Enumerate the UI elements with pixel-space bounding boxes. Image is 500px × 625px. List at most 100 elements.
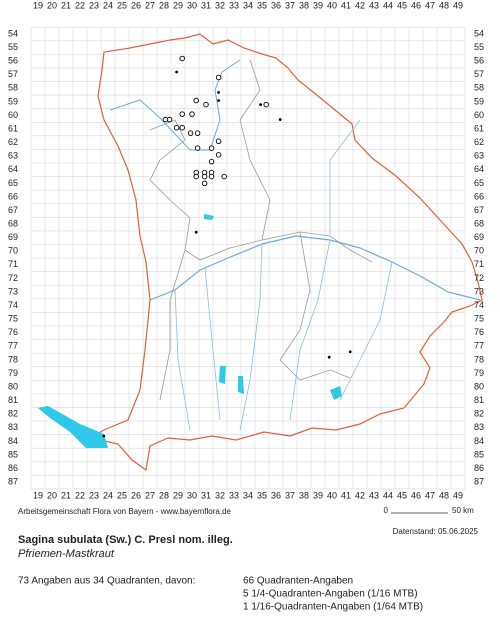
quadrant-record [215,138,222,145]
quadrant-record [208,173,215,180]
scale-end: 50 km [452,506,474,515]
row-label: 81 [8,395,18,405]
sub-quadrant-record [327,355,331,359]
row-label: 57 [8,69,18,79]
common-name: Pfriemen-Mastkraut [18,548,115,560]
quadrant-record [263,101,269,108]
quadrant-record [203,101,209,108]
column-label: 23 [89,490,99,500]
column-label: 21 [61,0,71,10]
row-label: 66 [474,191,484,201]
row-label: 74 [8,300,18,310]
column-label: 28 [159,0,169,10]
row-label: 61 [474,123,484,133]
column-label: 27 [145,490,155,500]
quadrant-record [166,116,173,123]
sub-quadrant-record [194,230,198,234]
row-label: 63 [8,151,18,161]
row-label: 83 [474,422,484,432]
column-label: 42 [355,490,365,500]
column-label: 48 [439,490,449,500]
column-label: 21 [61,490,71,500]
row-label: 86 [8,463,18,473]
column-label: 30 [187,490,197,500]
column-label: 35 [257,0,267,10]
column-label: 39 [313,0,323,10]
column-label: 37 [285,0,295,10]
row-label: 71 [8,259,18,269]
lake-starnberg [238,376,244,394]
row-label: 72 [8,273,18,283]
row-label: 60 [474,110,484,120]
column-label: 22 [75,0,85,10]
column-label: 19 [33,0,43,10]
grid [30,26,466,490]
scale-start: 0 [384,506,389,515]
column-label: 25 [117,490,127,500]
column-label: 29 [173,0,183,10]
lake-constance [38,406,108,448]
row-label: 83 [8,422,18,432]
row-label: 54 [8,28,18,38]
date: Datenstand: 05.06.2025 [393,527,479,536]
quadrant-record [215,152,222,158]
column-label: 38 [299,0,309,10]
quadrant-record [193,97,199,104]
row-label: 79 [8,368,18,378]
row-label: 84 [474,436,484,446]
column-label: 23 [89,0,99,10]
column-label: 48 [439,0,449,10]
row-label: 59 [8,96,18,106]
row-label: 65 [474,178,484,188]
column-label: 34 [243,0,253,10]
quadrant-record [194,130,201,136]
column-label: 36 [271,490,281,500]
lake-chiemsee [330,386,342,400]
column-label: 39 [313,490,323,500]
column-label: 43 [369,490,379,500]
summary-line: 1 1/16-Quadranten-Angaben (1/64 MTB) [243,602,423,613]
column-label: 32 [215,490,225,500]
column-label: 20 [47,490,57,500]
sub-quadrant-record [348,350,352,354]
quadrant-record [173,124,180,131]
row-label: 62 [474,137,484,147]
column-label: 31 [201,490,211,500]
row-label: 74 [474,300,484,310]
row-label: 79 [474,368,484,378]
column-label: 19 [33,490,43,500]
row-label: 69 [474,232,484,242]
row-label: 64 [474,164,484,174]
sub-quadrant-record [102,434,106,438]
row-label: 76 [8,327,18,337]
row-label: 58 [474,83,484,93]
row-label: 70 [474,246,484,256]
lake-brombach [204,214,214,220]
quadrant-record [187,130,194,136]
column-label: 20 [47,0,57,10]
quadrant-record [215,74,222,81]
row-label: 67 [474,205,484,215]
quadrant-record [179,124,185,131]
row-label: 82 [474,409,484,419]
quadrant-record [208,145,215,151]
column-label: 24 [103,0,113,10]
row-label: 66 [8,191,18,201]
district-border [149,59,373,401]
sub-quadrant-record [217,90,221,94]
row-label: 80 [8,381,18,391]
rivers-south [174,119,393,431]
row-label: 80 [474,381,484,391]
column-label: 46 [411,0,421,10]
row-label: 78 [8,354,18,364]
species-name: Sagina subulata (Sw.) C. Presl nom. ille… [18,534,233,546]
row-label: 73 [474,286,484,296]
sub-quadrant-record [259,103,262,107]
row-label: 75 [8,314,18,324]
column-label: 45 [397,490,407,500]
row-label: 54 [474,28,484,38]
row-label: 56 [474,56,484,66]
column-label: 49 [453,0,463,10]
row-label: 68 [8,218,18,228]
